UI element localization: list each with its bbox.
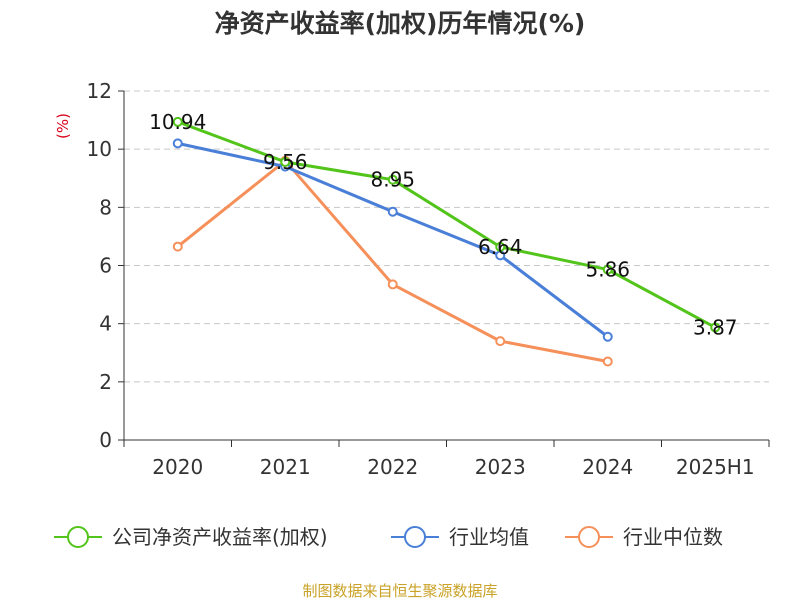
series-point-3: [172, 241, 183, 252]
legend-marker: [404, 526, 426, 548]
legend-item-1[interactable]: 公司净资产收益率(加权): [54, 525, 328, 549]
x-tick-label: 2023: [475, 455, 526, 479]
legend-marker: [578, 526, 600, 548]
data-label: 5.86: [585, 258, 630, 282]
chart-title: 净资产收益率(加权)历年情况(%): [215, 9, 586, 38]
series-point-1: [172, 116, 183, 127]
x-tick-label: 2020: [152, 455, 203, 479]
y-tick-label: 4: [99, 312, 112, 336]
x-tick-label: 2022: [367, 455, 418, 479]
data-label: 6.64: [478, 235, 523, 259]
y-axis-unit-label: (%): [54, 113, 72, 139]
legend-label: 公司净资产收益率(加权): [112, 525, 328, 549]
series-point-2: [172, 138, 183, 149]
y-tick-label: 10: [87, 137, 112, 161]
legend-item-3[interactable]: 行业中位数: [565, 525, 723, 549]
legend-item-2[interactable]: 行业均值: [391, 525, 529, 549]
series-point-1: [495, 241, 506, 252]
legend-label: 行业均值: [449, 525, 529, 549]
x-tick-label: 2024: [582, 455, 633, 479]
y-tick-label: 0: [99, 428, 112, 452]
data-label: 9.56: [263, 150, 308, 174]
data-source-note: 制图数据来自恒生聚源数据库: [302, 582, 497, 600]
y-tick-label: 8: [99, 195, 112, 219]
x-tick-label: 2021: [260, 455, 311, 479]
series-point-2: [387, 206, 398, 217]
series-point-3: [602, 356, 613, 367]
y-tick-label: 2: [99, 370, 112, 394]
data-label: 3.87: [693, 315, 738, 339]
series-point-3: [495, 336, 506, 347]
legend-marker: [67, 526, 89, 548]
series-point-3: [387, 279, 398, 290]
y-tick-label: 6: [99, 254, 112, 278]
y-tick-label: 12: [87, 79, 112, 103]
series-point-2: [602, 331, 613, 342]
series-point-1: [710, 322, 721, 333]
x-tick-label: 2025H1: [676, 455, 755, 479]
data-label: 8.95: [370, 168, 415, 192]
data-label: 10.94: [149, 110, 206, 134]
series-point-1: [387, 174, 398, 185]
series-line-1: [177, 120, 716, 329]
series-point-1: [280, 156, 291, 167]
legend-label: 行业中位数: [623, 525, 723, 549]
series-point-1: [602, 264, 613, 275]
